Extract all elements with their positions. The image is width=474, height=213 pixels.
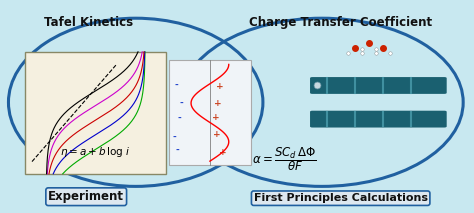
Text: Tafel Kinetics: Tafel Kinetics — [44, 16, 133, 29]
Text: Experiment: Experiment — [48, 190, 124, 203]
Text: $\eta = a + b\,\log\,i$: $\eta = a + b\,\log\,i$ — [60, 145, 131, 159]
Text: +: + — [216, 82, 224, 91]
Text: -: - — [179, 99, 183, 108]
Text: +: + — [212, 113, 220, 122]
FancyBboxPatch shape — [310, 77, 447, 94]
Text: +: + — [212, 130, 220, 139]
FancyBboxPatch shape — [310, 111, 447, 128]
Text: Charge Transfer Coefficient: Charge Transfer Coefficient — [249, 16, 432, 29]
Text: First Principles Calculations: First Principles Calculations — [254, 193, 428, 203]
Text: -: - — [175, 146, 179, 155]
Text: -: - — [173, 133, 177, 142]
Text: +: + — [214, 99, 221, 108]
Text: $\alpha = \dfrac{SC_d\,\Delta\Phi}{\theta F}$: $\alpha = \dfrac{SC_d\,\Delta\Phi}{\thet… — [252, 145, 317, 173]
Text: -: - — [174, 81, 178, 90]
FancyBboxPatch shape — [25, 52, 166, 174]
Text: +: + — [219, 148, 227, 157]
Text: -: - — [177, 114, 181, 123]
FancyBboxPatch shape — [169, 60, 251, 165]
